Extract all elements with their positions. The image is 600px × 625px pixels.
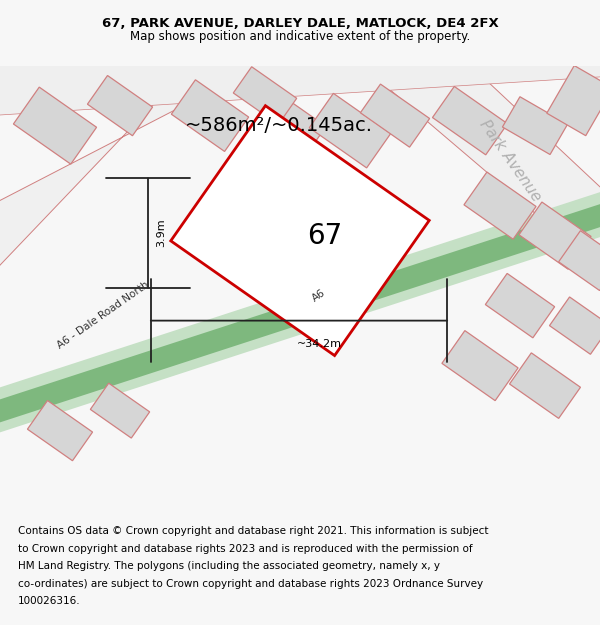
Polygon shape — [254, 92, 326, 159]
Text: HM Land Registry. The polygons (including the associated geometry, namely x, y: HM Land Registry. The polygons (includin… — [18, 561, 440, 571]
Polygon shape — [559, 231, 600, 291]
Polygon shape — [0, 186, 600, 436]
Polygon shape — [233, 67, 297, 124]
Polygon shape — [172, 80, 248, 151]
Polygon shape — [0, 56, 600, 116]
Polygon shape — [0, 198, 600, 426]
Polygon shape — [442, 331, 518, 401]
Polygon shape — [0, 56, 280, 276]
Polygon shape — [464, 172, 536, 239]
Polygon shape — [28, 401, 92, 461]
Polygon shape — [485, 273, 554, 338]
Text: 3.9m: 3.9m — [156, 219, 166, 248]
Text: A6 - Dale Road North: A6 - Dale Road North — [55, 280, 151, 351]
Polygon shape — [309, 93, 391, 168]
Text: Contains OS data © Crown copyright and database right 2021. This information is : Contains OS data © Crown copyright and d… — [18, 526, 488, 536]
Polygon shape — [550, 297, 600, 354]
Polygon shape — [13, 87, 97, 164]
Text: ~586m²/~0.145ac.: ~586m²/~0.145ac. — [185, 116, 373, 135]
Text: ~34.2m: ~34.2m — [296, 339, 341, 349]
Polygon shape — [433, 86, 508, 155]
Text: Map shows position and indicative extent of the property.: Map shows position and indicative extent… — [130, 30, 470, 42]
Text: Park Avenue: Park Avenue — [476, 117, 544, 204]
Polygon shape — [519, 202, 591, 269]
Text: A6: A6 — [310, 288, 327, 304]
Polygon shape — [547, 66, 600, 136]
Polygon shape — [361, 84, 430, 147]
Polygon shape — [171, 106, 429, 356]
Polygon shape — [509, 353, 580, 418]
Polygon shape — [88, 76, 152, 136]
Text: co-ordinates) are subject to Crown copyright and database rights 2023 Ordnance S: co-ordinates) are subject to Crown copyr… — [18, 579, 483, 589]
Text: to Crown copyright and database rights 2023 and is reproduced with the permissio: to Crown copyright and database rights 2… — [18, 544, 473, 554]
Polygon shape — [502, 97, 568, 154]
Text: 67: 67 — [307, 222, 343, 249]
Polygon shape — [350, 56, 600, 286]
Polygon shape — [91, 383, 149, 438]
Text: 100026316.: 100026316. — [18, 596, 80, 606]
Text: 67, PARK AVENUE, DARLEY DALE, MATLOCK, DE4 2FX: 67, PARK AVENUE, DARLEY DALE, MATLOCK, D… — [101, 17, 499, 29]
